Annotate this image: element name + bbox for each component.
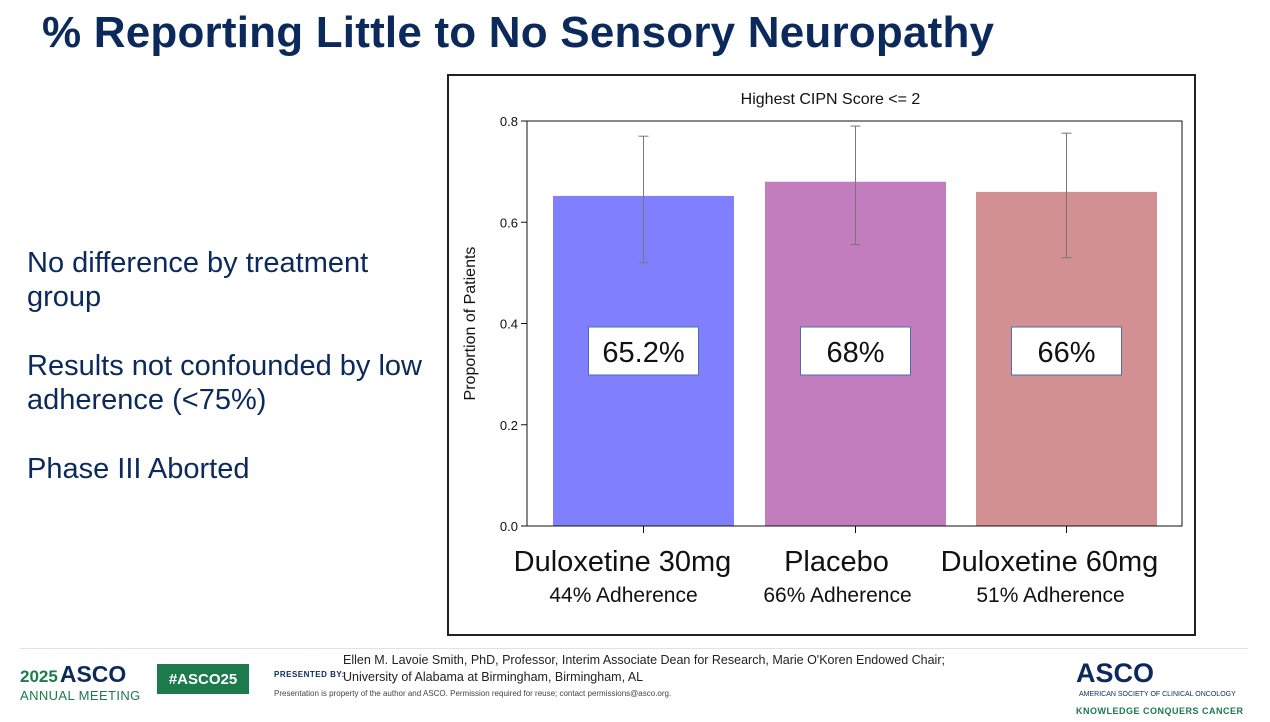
asco-brand: ASCO bbox=[1076, 658, 1155, 688]
y-tick-label: 0.6 bbox=[500, 215, 518, 230]
x-tick-label: Duloxetine 60mg bbox=[941, 546, 1159, 578]
data-label: 68% bbox=[826, 337, 884, 369]
y-tick-label: 0.8 bbox=[500, 114, 518, 129]
y-tick-label: 0.0 bbox=[500, 519, 518, 534]
presented-by-label: PRESENTED BY: bbox=[274, 670, 345, 679]
footer-divider bbox=[20, 648, 1248, 649]
bullet-list: No difference by treatment group Results… bbox=[27, 246, 427, 521]
x-sublabel: 44% Adherence bbox=[549, 584, 697, 607]
presenter-credit: Ellen M. Lavoie Smith, PhD, Professor, I… bbox=[343, 653, 945, 684]
bullet-item: Phase III Aborted bbox=[27, 453, 250, 485]
x-sublabel: 51% Adherence bbox=[976, 584, 1124, 607]
y-axis-label: Proportion of Patients bbox=[462, 247, 479, 401]
annual-meeting-logo: 2025ASCO ANNUAL MEETING bbox=[20, 662, 141, 703]
bullet-item: No difference by treatment group bbox=[27, 247, 369, 313]
copyright-note: Presentation is property of the author a… bbox=[274, 689, 672, 698]
bullet-item: Results not confounded by low adherence … bbox=[27, 350, 422, 416]
hashtag-badge: #ASCO25 bbox=[157, 664, 249, 694]
y-tick-label: 0.2 bbox=[500, 418, 518, 433]
asco-society-name: AMERICAN SOCIETY OF CLINICAL ONCOLOGY bbox=[1079, 691, 1236, 698]
x-sublabel: 66% Adherence bbox=[763, 584, 911, 607]
meeting-subtitle: ANNUAL MEETING bbox=[20, 688, 141, 703]
data-label: 65.2% bbox=[602, 337, 684, 369]
data-label-box bbox=[800, 326, 911, 376]
asco-logo: ASCO AMERICAN SOCIETY OF CLINICAL ONCOLOG… bbox=[1076, 658, 1251, 717]
x-tick-label: Placebo bbox=[784, 546, 889, 578]
asco-tagline: KNOWLEDGE CONQUERS CANCER bbox=[1076, 706, 1244, 716]
chart-title: Highest CIPN Score <= 2 bbox=[741, 91, 921, 108]
slide-title: % Reporting Little to No Sensory Neuropa… bbox=[42, 8, 995, 57]
meeting-brand: ASCO bbox=[59, 661, 127, 687]
y-tick-label: 0.4 bbox=[500, 317, 518, 332]
data-label-box bbox=[1011, 326, 1122, 376]
x-tick-label: Duloxetine 30mg bbox=[514, 546, 732, 578]
data-label: 66% bbox=[1037, 337, 1095, 369]
meeting-year: 2025 bbox=[20, 667, 58, 686]
data-label-box bbox=[588, 326, 699, 376]
bar-chart: Highest CIPN Score <= 2 Proportion of Pat… bbox=[462, 91, 1183, 607]
